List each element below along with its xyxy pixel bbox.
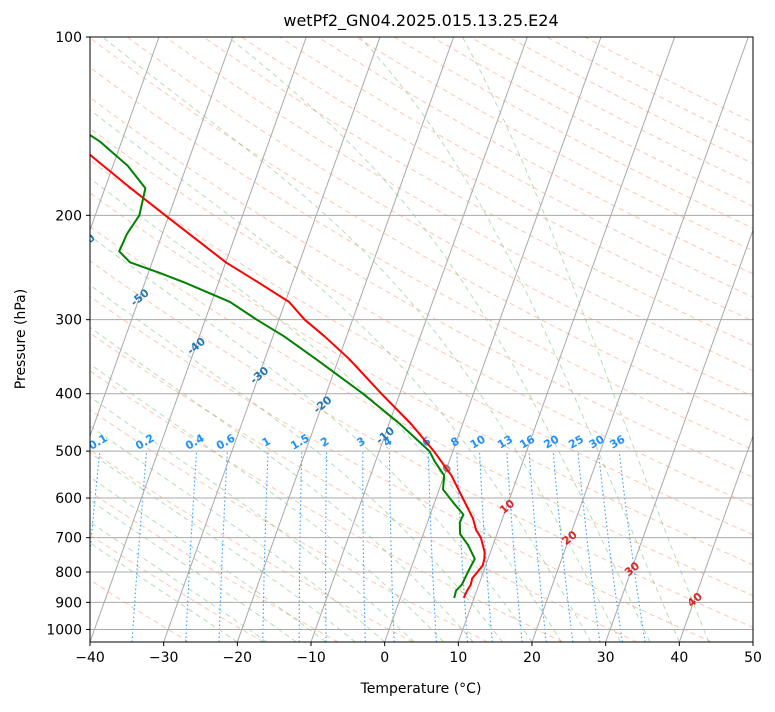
x-tick-label: −40	[75, 650, 105, 666]
x-tick-label: 30	[597, 650, 615, 666]
x-tick-label: −20	[223, 650, 253, 666]
y-tick-label: 600	[55, 491, 82, 507]
y-tick-label: 200	[55, 208, 82, 224]
y-tick-label: 1000	[46, 622, 82, 638]
y-tick-label: 800	[55, 565, 82, 581]
y-tick-label: 500	[55, 444, 82, 460]
x-tick-label: 20	[523, 650, 541, 666]
x-tick-label: 40	[670, 650, 688, 666]
x-tick-label: −10	[296, 650, 326, 666]
x-tick-label: 50	[744, 650, 762, 666]
y-tick-label: 700	[55, 531, 82, 547]
y-tick-label: 900	[55, 595, 82, 611]
x-tick-label: −30	[149, 650, 179, 666]
x-tick-label: 10	[449, 650, 467, 666]
y-tick-label: 400	[55, 387, 82, 403]
y-axis-label: Pressure (hPa)	[13, 289, 29, 389]
y-tick-label: 100	[55, 30, 82, 46]
y-tick-label: 300	[55, 313, 82, 329]
chart-title: wetPf2_GN04.2025.015.13.25.E24	[283, 11, 558, 31]
x-tick-label: 0	[380, 650, 389, 666]
x-axis-label: Temperature (°C)	[360, 681, 482, 697]
